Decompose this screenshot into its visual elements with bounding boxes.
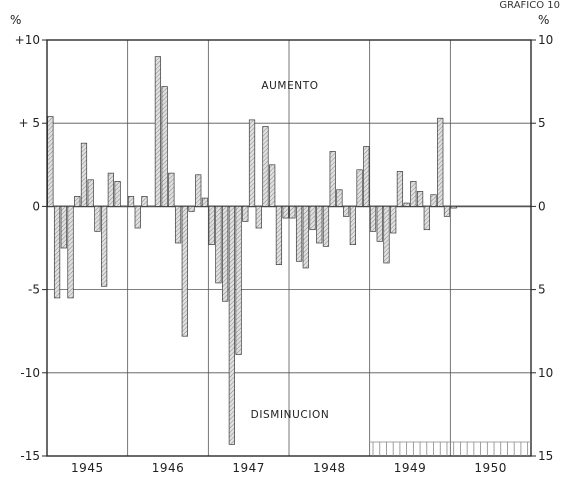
- bar: [410, 181, 417, 207]
- bar: [161, 86, 168, 207]
- bar: [363, 146, 370, 207]
- annotation-aumento: AUMENTO: [261, 80, 318, 92]
- bar: [309, 206, 316, 231]
- bar: [423, 206, 430, 231]
- bar: [127, 196, 135, 207]
- bar: [403, 202, 410, 207]
- bar: [430, 194, 437, 207]
- bar: [383, 206, 390, 264]
- bars: [47, 56, 457, 445]
- y-tick-label-left: 0: [32, 199, 40, 213]
- y-tick-label-right: 5: [538, 116, 546, 130]
- bar: [222, 206, 229, 302]
- bar: [242, 206, 249, 222]
- bar: [369, 206, 377, 232]
- bar: [174, 206, 182, 244]
- bar: [329, 151, 336, 207]
- y-tick-label-right: 5: [538, 283, 546, 297]
- bar: [349, 206, 356, 246]
- y-tick-label-right: 15: [538, 449, 553, 463]
- bar: [228, 206, 235, 445]
- bar: [302, 206, 309, 269]
- bar: [289, 206, 296, 219]
- bar: [107, 172, 114, 207]
- y-tick-label-right: 10: [538, 366, 553, 380]
- bar: [141, 196, 148, 207]
- y-tick-label-right: 10: [538, 33, 553, 47]
- bar: [450, 206, 457, 209]
- bar: [396, 171, 404, 207]
- bar: [195, 174, 202, 207]
- y-tick-label-right: 0: [538, 199, 546, 213]
- bar: [114, 181, 121, 207]
- bar: [356, 169, 363, 207]
- bar: [154, 56, 162, 207]
- bar: [201, 197, 209, 207]
- bar: [275, 206, 283, 265]
- tick-labels: +10 10 + 5 5 0 0 -5 5 -10 10 -15 15 1945 1946 1947 1948…: [15, 33, 554, 475]
- bar: [282, 206, 289, 219]
- corner-label: GRAFICO 10: [499, 0, 560, 11]
- bar: [87, 179, 94, 207]
- year-label: 1945: [71, 461, 104, 475]
- bar: [376, 206, 383, 242]
- axes: [42, 39, 536, 457]
- bar: [262, 126, 269, 207]
- bar: [134, 206, 141, 229]
- bar: [208, 206, 215, 246]
- bar: [437, 117, 444, 207]
- bar: [47, 116, 54, 207]
- bar: [53, 206, 61, 299]
- year-label: 1946: [152, 461, 185, 475]
- bar: [322, 206, 330, 247]
- bar: [80, 142, 88, 207]
- bar: [443, 206, 451, 217]
- y-unit-left: %: [10, 13, 21, 27]
- bar: [248, 119, 256, 207]
- bar: [255, 206, 262, 229]
- year-label: 1950: [474, 461, 507, 475]
- y-tick-label-left: -5: [28, 283, 40, 297]
- y-tick-label-left: -15: [20, 449, 40, 463]
- year-label: 1947: [232, 461, 265, 475]
- annotation-disminucion: DISMINUCION: [251, 409, 330, 421]
- bar: [101, 206, 108, 287]
- plot-frame: [46, 39, 532, 457]
- bar: [316, 206, 323, 244]
- bar: [235, 206, 242, 355]
- bar: [336, 189, 343, 207]
- bar: [295, 206, 303, 262]
- y-tick-label-left: + 5: [18, 116, 40, 130]
- bar: [390, 206, 397, 234]
- bar: [67, 206, 74, 299]
- y-tick-label-left: -10: [20, 366, 40, 380]
- bar: [181, 206, 188, 337]
- y-tick-label-left: +10: [15, 33, 40, 47]
- bar: [343, 206, 350, 217]
- bar: [215, 206, 222, 284]
- year-label: 1949: [394, 461, 427, 475]
- year-label: 1948: [313, 461, 346, 475]
- y-unit-right: %: [538, 13, 549, 27]
- grid: [47, 39, 531, 457]
- bar: [188, 206, 195, 212]
- bar: [168, 172, 175, 207]
- bar: [269, 164, 276, 207]
- bar: [416, 191, 424, 207]
- bar: [60, 206, 67, 249]
- bar: [74, 196, 81, 207]
- bar: [94, 206, 101, 232]
